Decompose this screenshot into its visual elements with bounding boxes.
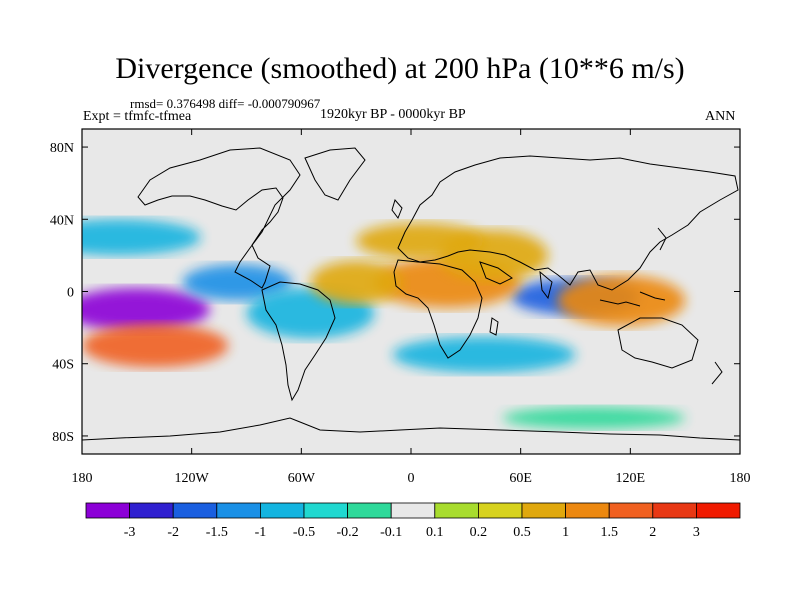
lon-label: 60E <box>509 471 532 486</box>
colorbar-swatch <box>565 502 610 519</box>
colorbar-label: -0.5 <box>293 525 315 540</box>
colorbar-swatch <box>390 502 436 519</box>
colorbar-label: -0.1 <box>380 525 402 540</box>
colorbar-label: 1.5 <box>600 525 618 540</box>
anomaly-central-pacific-min <box>82 287 210 332</box>
anomaly-south-pacific-max <box>82 324 229 368</box>
anomaly-antarctic-band <box>502 407 686 429</box>
colorbar: -3 -2 -1.5 -1 -0.5 -0.2 -0.1 0.1 0.2 0.5 1 1.5 2 3 <box>85 502 741 540</box>
colorbar-swatch <box>216 502 261 519</box>
colorbar-label: 2 <box>649 525 656 540</box>
colorbar-label: -3 <box>124 525 136 540</box>
colorbar-swatch <box>347 502 392 519</box>
colorbar-label: 1 <box>562 525 569 540</box>
colorbar-swatch <box>477 502 523 519</box>
lat-label: 40S <box>52 358 74 373</box>
colorbar-swatch <box>652 502 697 519</box>
colorbar-label: 0.2 <box>470 525 488 540</box>
colorbar-swatch <box>172 502 218 519</box>
period-label: 1920kyr BP - 0000kyr BP <box>320 107 466 122</box>
season-label: ANN <box>705 109 736 124</box>
colorbar-swatch <box>303 502 348 519</box>
divergence-field <box>82 219 686 429</box>
colorbar-swatch <box>259 502 305 519</box>
anomaly-subtropical-atlantic-max <box>356 222 485 259</box>
stats-label: rmsd= 0.376498 diff= -0.000790967 <box>130 96 321 111</box>
anomaly-atlantic-max <box>310 260 402 305</box>
lon-label: 120E <box>616 471 646 486</box>
colorbar-label: 0.1 <box>426 525 444 540</box>
colorbar-swatch <box>129 502 174 519</box>
lat-label: 0 <box>67 286 74 301</box>
lat-label: 40N <box>50 213 74 228</box>
lon-label: 60W <box>288 471 316 486</box>
lat-label: 80N <box>50 141 74 156</box>
anomaly-east-pacific-min <box>182 264 293 301</box>
lon-label: 180 <box>730 471 751 486</box>
lat-label: 80S <box>52 430 74 445</box>
lon-label: 0 <box>408 471 415 486</box>
lon-label: 180 <box>72 471 93 486</box>
anomaly-maritime-continent-max <box>557 275 686 326</box>
colorbar-label: 3 <box>693 525 700 540</box>
colorbar-swatch <box>434 502 479 519</box>
anomaly-southern-ocean-band <box>392 336 576 373</box>
colorbar-swatch <box>608 502 654 519</box>
anomaly-north-pacific-band <box>82 219 201 256</box>
experiment-label: Expt = tfmfc-tfmea <box>83 109 192 124</box>
colorbar-label: -2 <box>167 525 179 540</box>
axes: 80N 40N 0 40S 80S 180 120W 60W 0 60E 120E 180 <box>50 129 751 486</box>
colorbar-swatch <box>696 502 741 519</box>
colorbar-label: 0.5 <box>513 525 531 540</box>
colorbar-swatch <box>85 502 130 519</box>
colorbar-label: -1.5 <box>206 525 228 540</box>
chart-title: Divergence (smoothed) at 200 hPa (10**6 … <box>115 52 685 85</box>
coastlines <box>82 147 740 441</box>
colorbar-label: -1 <box>255 525 267 540</box>
lon-label: 120W <box>175 471 210 486</box>
colorbar-swatch <box>521 502 566 519</box>
colorbar-label: -0.2 <box>337 525 359 540</box>
